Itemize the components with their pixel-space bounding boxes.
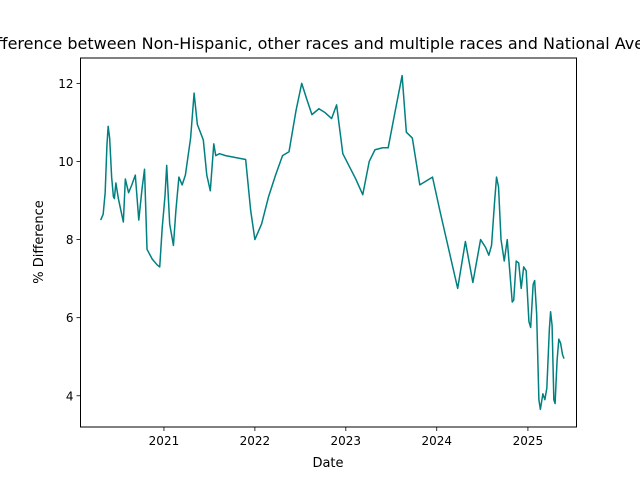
- y-tick-label: 4: [66, 389, 74, 403]
- x-tick-label: 2025: [513, 434, 544, 448]
- x-tick-label: 2022: [240, 434, 271, 448]
- y-axis-label: % Difference: [32, 200, 47, 284]
- y-axis-ticks: 4 6 8 10 12: [58, 77, 81, 403]
- x-axis-label: Date: [312, 456, 343, 471]
- y-tick-label: 12: [58, 77, 73, 91]
- chart-title: % Difference between Non-Hispanic, other…: [0, 34, 640, 53]
- x-axis-ticks: 2021 2022 2023 2024 2025: [149, 427, 544, 448]
- y-tick-label: 6: [66, 311, 74, 325]
- series-layer: [99, 74, 565, 411]
- x-tick-label: 2021: [149, 434, 180, 448]
- y-tick-label: 10: [58, 155, 73, 169]
- y-tick-label: 8: [66, 233, 74, 247]
- x-tick-label: 2023: [331, 434, 362, 448]
- x-tick-label: 2024: [421, 434, 452, 448]
- plot-area: [80, 58, 577, 427]
- plot-frame: [80, 57, 577, 428]
- series-line-1: [99, 74, 565, 411]
